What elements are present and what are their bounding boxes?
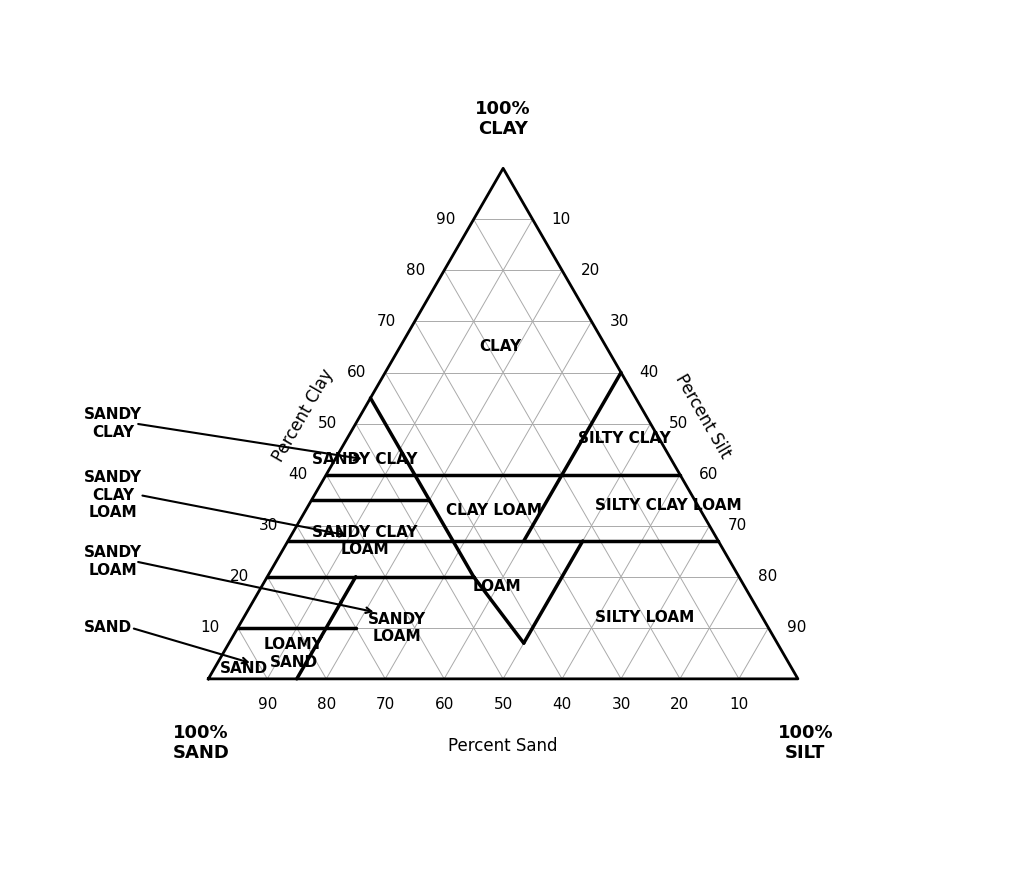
- Text: 60: 60: [699, 468, 718, 482]
- Text: SANDY
LOAM: SANDY LOAM: [368, 612, 426, 644]
- Text: 80: 80: [757, 569, 777, 584]
- Text: 30: 30: [610, 314, 630, 329]
- Text: 70: 70: [377, 314, 396, 329]
- Text: SILTY LOAM: SILTY LOAM: [595, 610, 695, 625]
- Text: CLAY LOAM: CLAY LOAM: [446, 503, 542, 518]
- Text: 30: 30: [611, 698, 631, 713]
- Text: SANDY CLAY: SANDY CLAY: [312, 452, 418, 467]
- Text: 80: 80: [407, 263, 426, 278]
- Text: 40: 40: [553, 698, 572, 713]
- Text: 30: 30: [259, 518, 278, 534]
- Text: SAND: SAND: [220, 661, 268, 676]
- Text: 90: 90: [787, 620, 806, 635]
- Text: 100%
SILT: 100% SILT: [778, 724, 834, 762]
- Text: 90: 90: [436, 212, 455, 227]
- Text: SILTY CLAY: SILTY CLAY: [578, 431, 670, 447]
- Text: 10: 10: [552, 212, 571, 227]
- Text: 60: 60: [347, 365, 367, 380]
- Text: CLAY: CLAY: [479, 340, 521, 355]
- Text: 50: 50: [317, 416, 337, 431]
- Text: Percent Silt: Percent Silt: [672, 370, 734, 461]
- Text: Percent Sand: Percent Sand: [448, 737, 558, 755]
- Text: LOAMY
SAND: LOAMY SAND: [264, 637, 323, 669]
- Text: SANDY
LOAM: SANDY LOAM: [84, 545, 142, 578]
- Text: Percent Clay: Percent Clay: [269, 366, 337, 465]
- Text: SANDY CLAY
LOAM: SANDY CLAY LOAM: [312, 525, 418, 557]
- Text: 80: 80: [316, 698, 336, 713]
- Text: 40: 40: [640, 365, 659, 380]
- Text: SANDY
CLAY: SANDY CLAY: [84, 408, 142, 440]
- Text: SANDY
CLAY
LOAM: SANDY CLAY LOAM: [84, 470, 142, 520]
- Text: 10: 10: [729, 698, 748, 713]
- Text: SAND: SAND: [84, 620, 133, 635]
- Text: 90: 90: [258, 698, 277, 713]
- Text: 70: 70: [728, 518, 747, 534]
- Text: 70: 70: [375, 698, 394, 713]
- Text: SILTY CLAY LOAM: SILTY CLAY LOAM: [595, 498, 741, 513]
- Text: 20: 20: [581, 263, 600, 278]
- Text: 20: 20: [670, 698, 690, 713]
- Text: 10: 10: [200, 620, 219, 635]
- Text: 60: 60: [434, 698, 454, 713]
- Text: 40: 40: [288, 468, 307, 482]
- Text: LOAM: LOAM: [473, 580, 521, 594]
- Text: 50: 50: [494, 698, 513, 713]
- Text: 50: 50: [669, 416, 689, 431]
- Text: 100%
SAND: 100% SAND: [172, 724, 229, 762]
- Text: 100%
CLAY: 100% CLAY: [476, 100, 531, 138]
- Text: 20: 20: [229, 569, 248, 584]
